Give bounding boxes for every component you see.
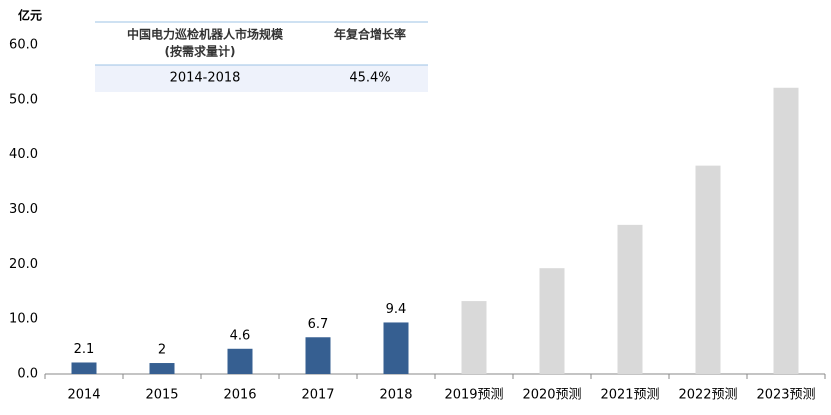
x-tick-label: 2014 bbox=[67, 388, 100, 403]
y-tick-label: 40.0 bbox=[9, 147, 38, 162]
bar bbox=[695, 165, 721, 374]
unit-label: 亿元 bbox=[18, 8, 42, 23]
data-label: 2 bbox=[158, 343, 166, 358]
x-tick-label: 2021预测 bbox=[600, 388, 659, 403]
y-tick-label: 10.0 bbox=[9, 312, 38, 327]
table-cell: 2014-2018 bbox=[170, 71, 241, 86]
bar bbox=[71, 362, 97, 374]
table-row-bg bbox=[95, 65, 428, 92]
bar bbox=[227, 348, 253, 374]
x-tick-label: 2023预测 bbox=[756, 388, 815, 403]
data-label: 2.1 bbox=[74, 342, 95, 357]
table-cell: 45.4% bbox=[349, 71, 390, 86]
x-tick-label: 2019预测 bbox=[444, 388, 503, 403]
y-tick-label: 30.0 bbox=[9, 202, 38, 217]
table-header: 中国电力巡检机器人市场规模 bbox=[127, 27, 284, 42]
bar bbox=[383, 322, 409, 374]
x-tick-label: 2018 bbox=[379, 388, 412, 403]
x-tick-label: 2020预测 bbox=[522, 388, 581, 403]
table-header: 年复合增长率 bbox=[334, 27, 406, 42]
bar bbox=[305, 337, 331, 374]
bar bbox=[617, 224, 643, 374]
data-label: 6.7 bbox=[308, 317, 329, 332]
y-tick-label: 60.0 bbox=[9, 38, 38, 53]
x-tick-label: 2017 bbox=[301, 388, 334, 403]
y-tick-label: 50.0 bbox=[9, 92, 38, 107]
y-tick-label: 0.0 bbox=[17, 367, 38, 382]
x-tick-label: 2022预测 bbox=[678, 388, 737, 403]
bar bbox=[539, 268, 565, 374]
table-header: (按需求量计) bbox=[165, 44, 236, 59]
data-label: 4.6 bbox=[230, 328, 251, 343]
x-tick-label: 2015 bbox=[145, 388, 178, 403]
bar bbox=[773, 87, 799, 375]
bar bbox=[149, 363, 175, 374]
bar bbox=[461, 301, 487, 374]
data-label: 9.4 bbox=[386, 302, 407, 317]
y-tick-label: 20.0 bbox=[9, 257, 38, 272]
x-tick-label: 2016 bbox=[223, 388, 256, 403]
